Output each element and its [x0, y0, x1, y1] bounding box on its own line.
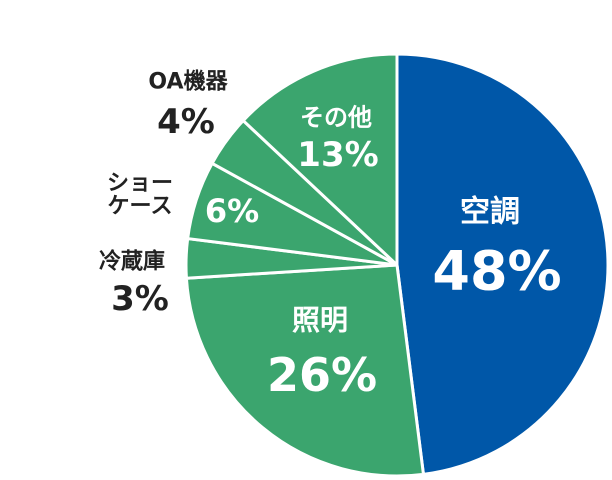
value-label: 4%	[157, 102, 215, 143]
slice-label: 照明	[291, 303, 349, 337]
pie-slice	[241, 52, 399, 269]
slice-label: 空調	[460, 194, 520, 230]
value-label: 3%	[111, 279, 169, 320]
value-label: 26%	[266, 347, 378, 402]
value-label: 13%	[297, 135, 379, 176]
slice-label: ショーケース	[106, 170, 173, 219]
value-label: 6%	[204, 192, 260, 231]
value-label: 48%	[432, 239, 562, 303]
slice-label: OA機器	[148, 69, 228, 95]
slice-label: 冷蔵庫	[98, 249, 166, 275]
slice-label: その他	[300, 103, 372, 132]
pie-slice	[184, 263, 426, 478]
pie-slice	[395, 52, 610, 477]
